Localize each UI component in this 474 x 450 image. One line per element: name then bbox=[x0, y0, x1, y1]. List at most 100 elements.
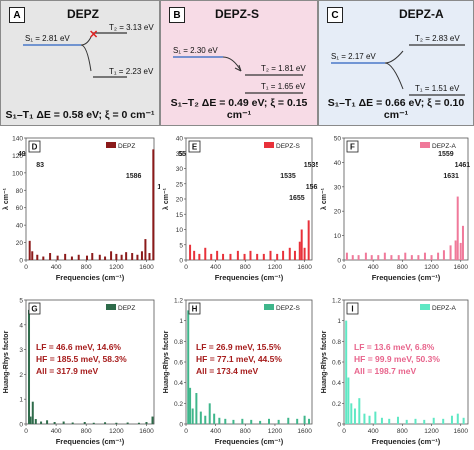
s1-level-label: S₁ = 2.17 eV bbox=[331, 52, 376, 61]
x-tick-label: 400 bbox=[51, 264, 62, 271]
x-tick-label: 1600 bbox=[297, 428, 312, 435]
y-tick-label: 20 bbox=[176, 197, 184, 204]
y-tick-label: 100 bbox=[12, 170, 23, 177]
peak-annotation: 1655 bbox=[289, 195, 305, 202]
t1-level-label: T₁ = 1.51 eV bbox=[415, 84, 460, 93]
panel-badge: A bbox=[9, 7, 25, 23]
x-tick-label: 0 bbox=[184, 264, 188, 271]
x-tick-label: 0 bbox=[342, 264, 346, 271]
peak-annotation: 1631 bbox=[443, 173, 459, 180]
t2-level-label: T₂ = 3.13 eV bbox=[109, 23, 154, 32]
stats-all: All = 198.7 meV bbox=[354, 366, 416, 376]
panel-badge bbox=[28, 140, 41, 153]
x-tick-label: 0 bbox=[24, 264, 28, 271]
y-tick-label: 35 bbox=[176, 151, 184, 158]
y-tick-label: 10 bbox=[334, 233, 342, 240]
y-tick-label: 2 bbox=[19, 372, 23, 379]
energy-gap-summary: S₁–T₁ ΔE = 0.58 eV; ξ = 0 cm⁻¹ bbox=[5, 109, 155, 121]
y-tick-label: 10 bbox=[176, 227, 184, 234]
x-tick-label: 1200 bbox=[268, 428, 283, 435]
y-tick-label: 80 bbox=[16, 188, 24, 195]
y-tick-label: 0 bbox=[179, 258, 183, 265]
panel-badge: B bbox=[169, 7, 185, 23]
x-tick-label: 0 bbox=[184, 428, 188, 435]
x-tick-label: 800 bbox=[240, 428, 251, 435]
panel-badge: C bbox=[327, 7, 343, 23]
y-tick-label: 0.4 bbox=[332, 380, 341, 387]
y-tick-label: 5 bbox=[19, 298, 23, 305]
x-tick-label: 800 bbox=[240, 264, 251, 271]
chart-I: 0 0.2 0.4 0.6 0.8 1 1.2 0 400 800 1200 1600 Frequenc… bbox=[321, 298, 469, 446]
energy-gap-summary: S₁–T₂ ΔE = 0.49 eV; ξ = 0.15 cm⁻¹ bbox=[170, 97, 308, 121]
legend-label: DEPZ-S bbox=[276, 143, 301, 150]
legend-label: DEPZ bbox=[118, 305, 135, 312]
panel-title: DEPZ bbox=[67, 7, 100, 21]
panel-badge bbox=[28, 302, 41, 315]
legend-swatch bbox=[264, 304, 274, 310]
panel-c: C DEPZ-A S₁ = 2.17 eV T₂ = 2.83 eV T₁ = … bbox=[318, 0, 474, 126]
t1-level-label: T₁ = 2.23 eV bbox=[109, 67, 154, 76]
panel-b: B DEPZ-S S₁ = 2.30 eV T₂ = 1.81 eV T₁ = … bbox=[160, 0, 318, 126]
x-tick-label: 400 bbox=[368, 264, 379, 271]
y-tick-label: 0 bbox=[337, 258, 341, 265]
x-tick-label: 400 bbox=[210, 264, 221, 271]
chart-G: 0 1 2 3 4 5 0 400 800 1200 1600 Frequencies (cm⁻¹) H… bbox=[3, 298, 155, 446]
plot-frame bbox=[25, 137, 155, 261]
stats-lf: LF = 46.6 meV, 14.6% bbox=[36, 342, 121, 352]
y-tick-label: 50 bbox=[334, 136, 342, 143]
legend-swatch bbox=[106, 142, 116, 148]
panel-badge-label: D bbox=[32, 143, 38, 152]
plot-frame bbox=[343, 137, 469, 261]
y-tick-label: 30 bbox=[176, 166, 184, 173]
panel-a: A DEPZ ✕ S₁ = 2.81 eV T₂ = 3.13 eV T₁ = … bbox=[0, 0, 160, 126]
legend-label: DEPZ bbox=[118, 143, 135, 150]
stats-lf: LF = 13.6 meV, 6.8% bbox=[354, 342, 435, 352]
y-tick-label: 0.8 bbox=[174, 339, 183, 346]
chart-F: 0 10 20 30 40 50 0 400 800 1200 1600 Frequencies (c… bbox=[320, 136, 471, 283]
panel-badge-label: G bbox=[31, 305, 37, 314]
panel-badge-label: F bbox=[350, 143, 355, 152]
x-axis-label: Frequencies (cm⁻¹) bbox=[56, 273, 125, 282]
svg-text:✕: ✕ bbox=[89, 29, 98, 41]
panel-title: DEPZ-A bbox=[399, 7, 444, 21]
chart-D: 0 20 40 60 80 100 120 140 0 400 800 1200 1600 Frequen… bbox=[2, 136, 160, 283]
legend-swatch bbox=[420, 304, 430, 310]
chart-H: 0 0.2 0.4 0.6 0.8 1 1.2 0 400 800 1200 1600 Frequenc… bbox=[163, 298, 313, 446]
x-tick-label: 1200 bbox=[424, 428, 439, 435]
x-axis-label: Frequencies (cm⁻¹) bbox=[56, 437, 125, 446]
x-tick-label: 400 bbox=[210, 428, 221, 435]
y-axis-label: Huang-Rhys factor bbox=[3, 330, 10, 393]
y-tick-label: 0.2 bbox=[174, 401, 183, 408]
y-tick-label: 120 bbox=[12, 153, 23, 160]
s1-level-label: S₁ = 2.81 eV bbox=[25, 34, 70, 43]
panel-badge bbox=[188, 140, 201, 153]
stats-hf: HF = 185.5 meV, 58.3% bbox=[36, 354, 127, 364]
y-tick-label: 1 bbox=[19, 397, 23, 404]
x-tick-label: 800 bbox=[397, 264, 408, 271]
y-tick-label: 0.6 bbox=[174, 360, 183, 367]
y-tick-label: 1 bbox=[179, 318, 183, 325]
y-tick-label: 0.2 bbox=[332, 401, 341, 408]
peak-annotation: 1535 cm⁻¹ bbox=[304, 162, 318, 169]
y-tick-label: 0.4 bbox=[174, 380, 183, 387]
y-axis-label: λ cm⁻¹ bbox=[2, 187, 10, 210]
y-axis-label: Huang-Rhys factor bbox=[321, 330, 328, 393]
x-tick-label: 0 bbox=[24, 428, 28, 435]
peak-annotation: 83 bbox=[36, 162, 44, 169]
x-tick-label: 1600 bbox=[139, 428, 154, 435]
plot-frame bbox=[185, 137, 313, 261]
panel-badge bbox=[346, 302, 359, 315]
x-tick-label: 1200 bbox=[109, 264, 124, 271]
x-tick-label: 0 bbox=[342, 428, 346, 435]
y-tick-label: 0 bbox=[19, 258, 23, 265]
x-tick-label: 800 bbox=[397, 428, 408, 435]
y-tick-label: 0.8 bbox=[332, 339, 341, 346]
peak-annotation: 1461 bbox=[455, 162, 471, 169]
y-tick-label: 1.2 bbox=[332, 298, 341, 305]
peak-annotation: 1586 bbox=[126, 173, 142, 180]
x-tick-label: 800 bbox=[81, 264, 92, 271]
x-axis-label: Frequencies (cm⁻¹) bbox=[372, 437, 441, 446]
y-tick-label: 5 bbox=[179, 242, 183, 249]
